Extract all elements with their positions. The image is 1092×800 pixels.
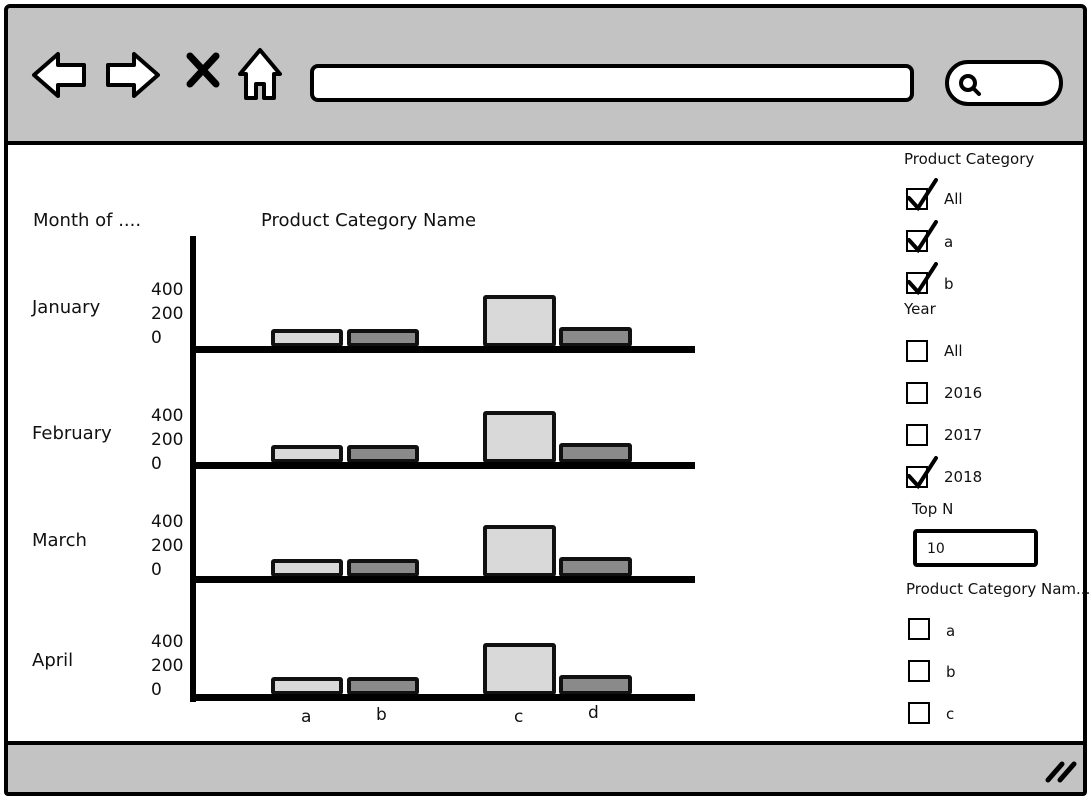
bar-d (559, 675, 632, 695)
bar-a (271, 329, 343, 347)
bar-d (559, 557, 632, 577)
row-label: February (32, 423, 112, 444)
checkbox-product-category-b[interactable] (906, 262, 938, 296)
x-tick-label: a (301, 707, 312, 727)
bar-b (347, 329, 419, 347)
y-tick: 400 200 0 (151, 632, 184, 700)
address-bar[interactable] (310, 64, 914, 102)
bar-c (483, 295, 556, 347)
filter-title-year: Year (904, 300, 936, 318)
checkbox-category-name-b[interactable] (908, 660, 930, 682)
x-tick-label: c (514, 707, 524, 727)
bar-c (483, 643, 556, 695)
checkbox-label: 2017 (944, 426, 983, 444)
y-tick: 400 200 0 (151, 280, 184, 348)
checkbox-label: All (944, 190, 963, 208)
checkmark-icon (907, 220, 938, 254)
checkbox-label: b (944, 275, 954, 293)
x-tick-label: b (376, 705, 387, 725)
checkbox-year-all[interactable] (906, 340, 928, 362)
checkbox-label: 2016 (944, 384, 983, 402)
y-tick: 400 200 0 (151, 406, 184, 474)
filter-title-product-category-name: Product Category Nam... (906, 580, 1091, 598)
checkbox-label: a (944, 233, 954, 251)
row-label: April (32, 650, 74, 671)
row-header: Month of .... (33, 210, 142, 231)
checkbox-category-name-c[interactable] (908, 702, 930, 724)
row-baseline (193, 346, 695, 353)
x-tick-label: d (588, 703, 599, 723)
bar-b (347, 559, 419, 577)
search-icon (959, 74, 981, 96)
bar-b (347, 677, 419, 695)
checkmark-icon (907, 456, 938, 490)
y-tick: 400 200 0 (151, 512, 184, 580)
bar-b (347, 445, 419, 463)
bar-c (483, 525, 556, 577)
chart-title: Product Category Name (261, 210, 477, 231)
row-label: January (32, 297, 101, 318)
status-bar (4, 741, 1087, 796)
top-n-input[interactable]: 10 (913, 529, 1038, 567)
checkbox-year-2017[interactable] (906, 424, 928, 446)
bar-d (559, 327, 632, 347)
resize-handle-icon[interactable] (1044, 758, 1078, 784)
filter-title-top-n: Top N (912, 500, 954, 518)
checkbox-label: c (946, 705, 955, 723)
bar-a (271, 445, 343, 463)
back-arrow-icon[interactable] (30, 50, 88, 100)
checkbox-label: a (946, 622, 956, 640)
row-label: March (32, 530, 87, 551)
close-icon[interactable] (186, 52, 220, 88)
checkmark-icon (907, 178, 938, 212)
checkbox-label: All (944, 342, 963, 360)
bar-c (483, 411, 556, 463)
filter-title-product-category: Product Category (904, 150, 1035, 168)
search-button[interactable] (945, 60, 1063, 106)
checkbox-label: b (946, 663, 956, 681)
forward-arrow-icon[interactable] (104, 50, 162, 100)
checkbox-product-category-a[interactable] (906, 220, 938, 254)
y-axis (190, 236, 196, 702)
bar-a (271, 559, 343, 577)
home-icon[interactable] (236, 46, 284, 102)
checkbox-label: 2018 (944, 468, 983, 486)
checkbox-product-category-all[interactable] (906, 178, 938, 212)
checkbox-category-name-a[interactable] (908, 618, 930, 640)
row-baseline (193, 462, 695, 469)
checkbox-year-2016[interactable] (906, 382, 928, 404)
row-baseline (193, 576, 695, 583)
checkmark-icon (907, 262, 938, 296)
checkbox-year-2018[interactable] (906, 456, 938, 490)
row-baseline (193, 694, 695, 701)
bar-a (271, 677, 343, 695)
bar-d (559, 443, 632, 463)
